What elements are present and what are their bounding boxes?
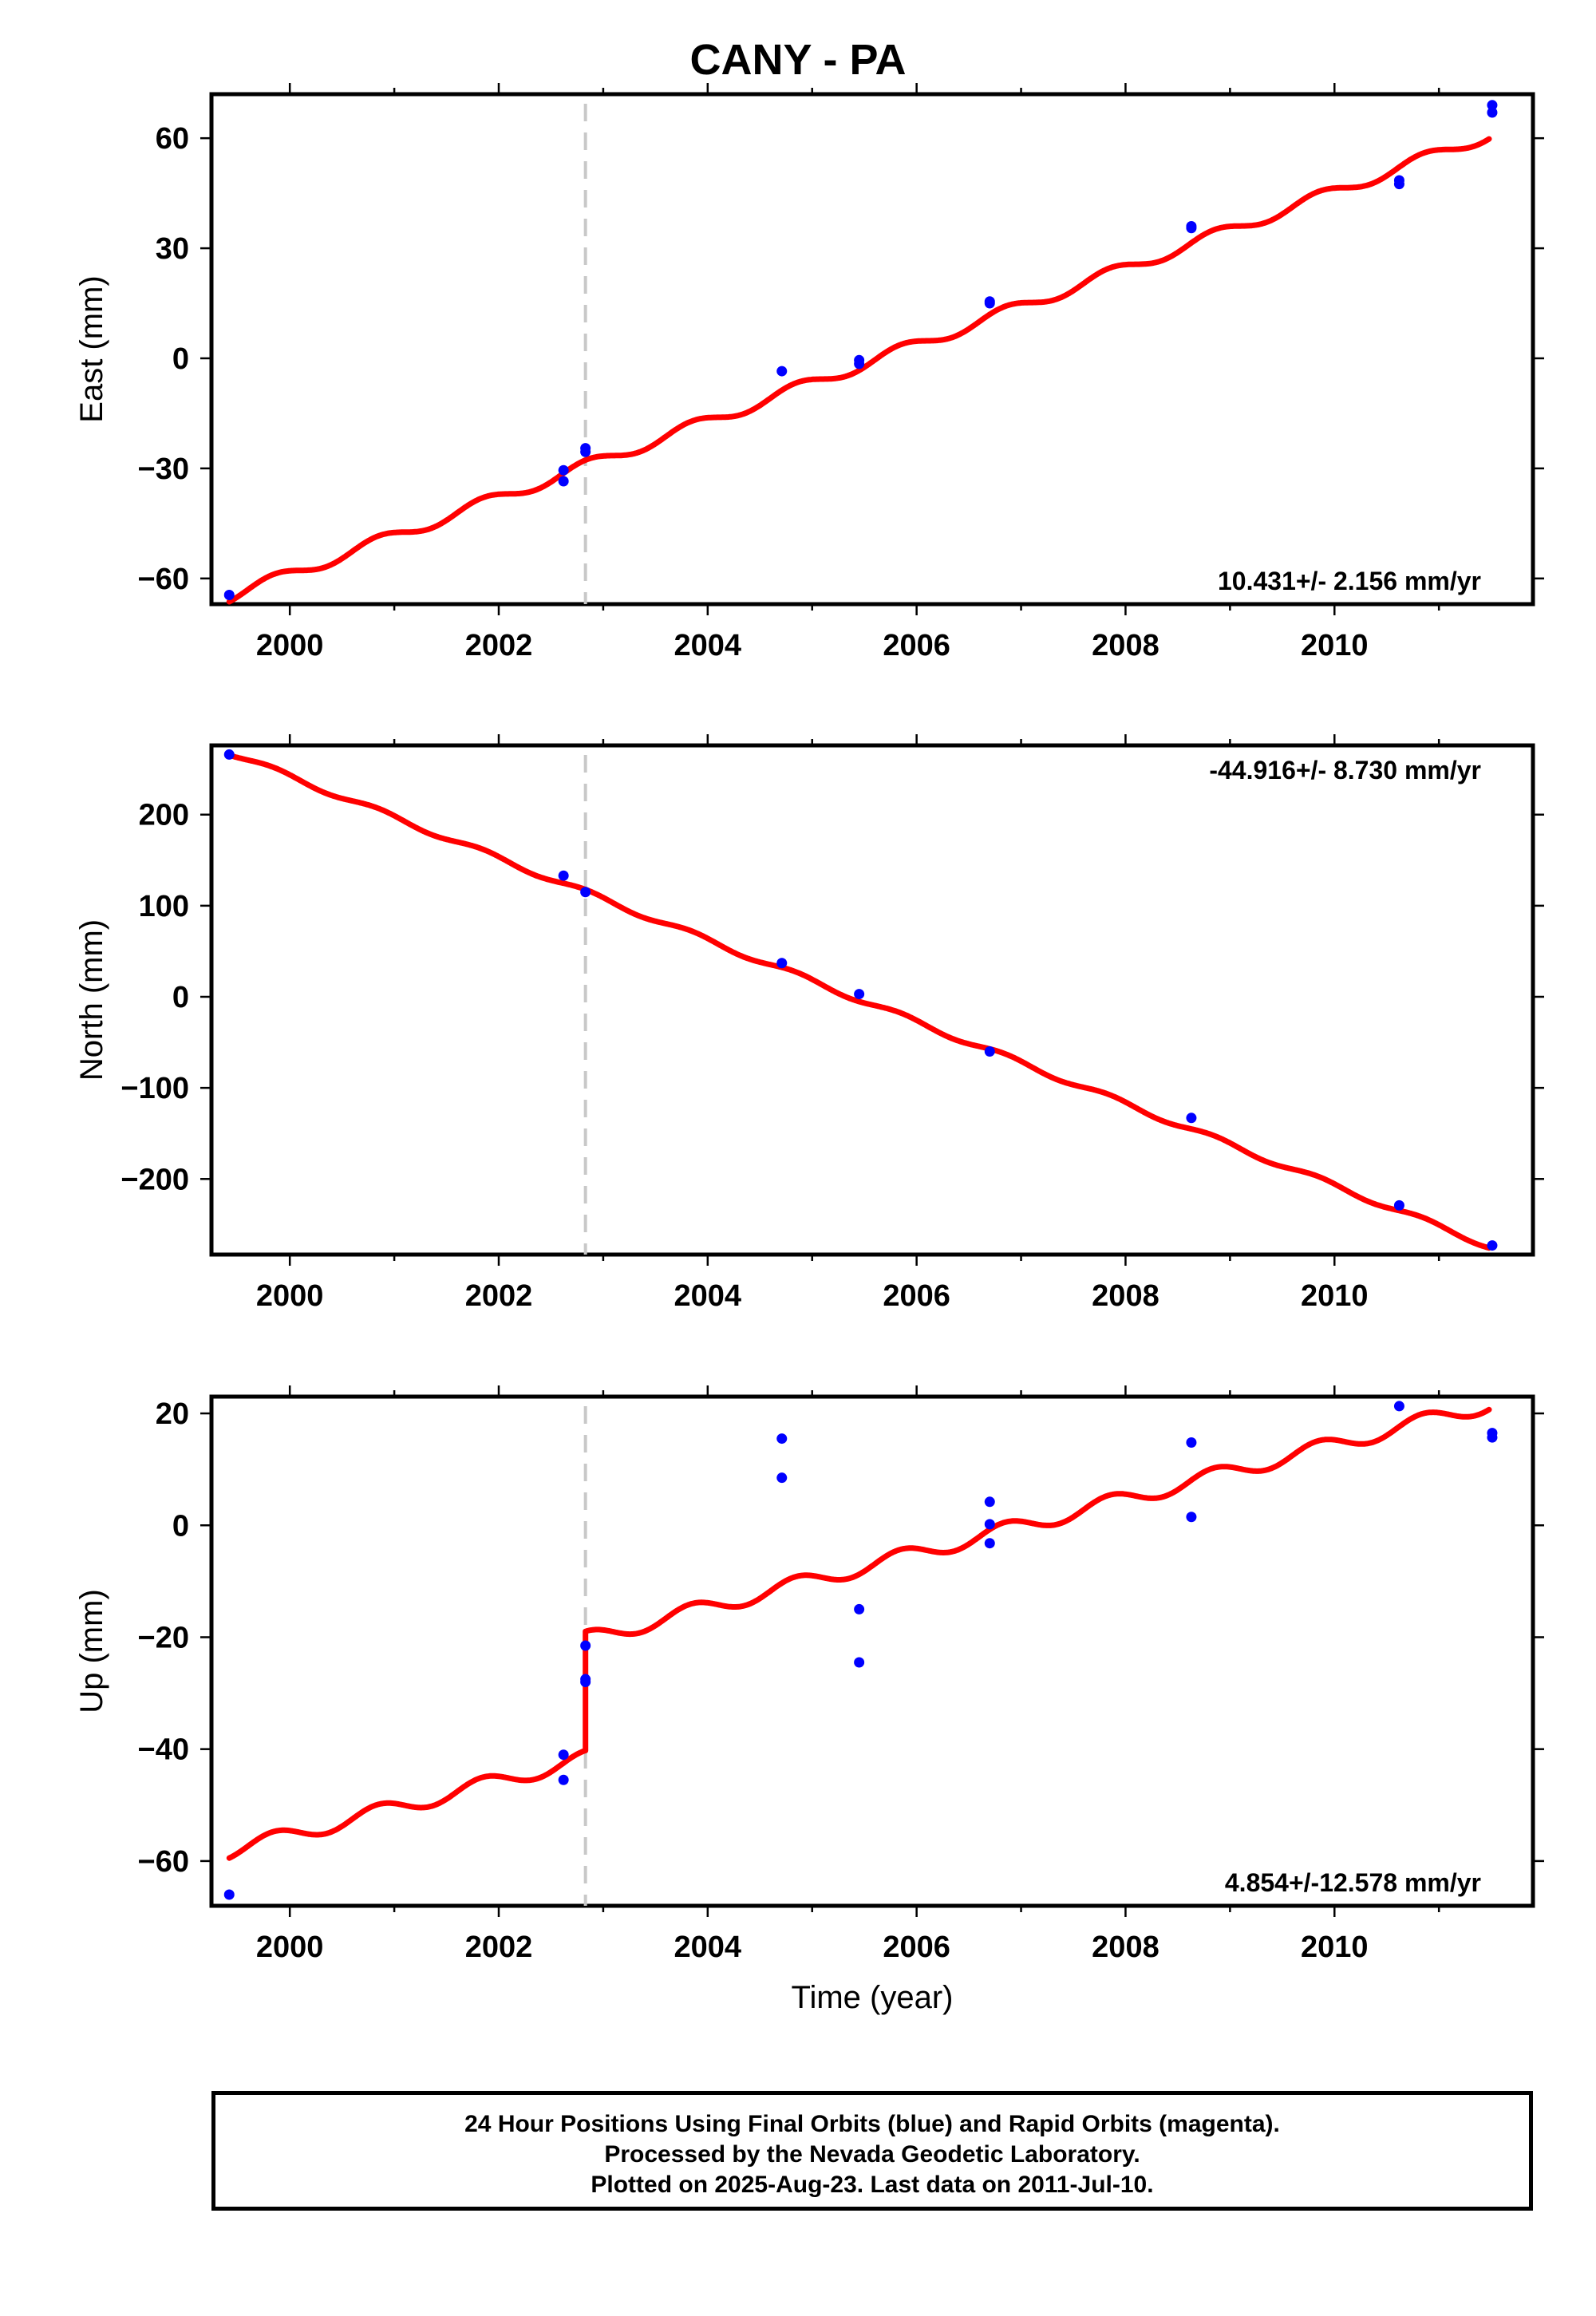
north-rate-label: -44.916+/- 8.730 mm/yr	[1209, 756, 1481, 785]
east-data-point	[558, 464, 569, 476]
up-x-tick-label: 2008	[1092, 1931, 1159, 1964]
up-x-tick-label: 2000	[256, 1931, 324, 1964]
east-y-tick-label: −60	[138, 563, 189, 596]
up-y-tick-label: −40	[138, 1733, 189, 1767]
page-title: CANY - PA	[689, 36, 907, 84]
north-x-tick-label: 2002	[465, 1279, 533, 1313]
up-data-point	[984, 1538, 995, 1549]
north-y-axis-label: North (mm)	[74, 919, 109, 1081]
north-data-point	[1487, 1240, 1498, 1251]
north-y-tick-label: 200	[139, 799, 189, 832]
north-x-tick-label: 2008	[1092, 1279, 1159, 1313]
east-y-tick-label: −30	[138, 453, 189, 486]
east-plot-frame	[209, 92, 1535, 607]
up-data-point	[580, 1640, 591, 1651]
north-y-tick-label: −200	[120, 1163, 189, 1196]
up-panel: 2000 2002 2004 2006 2008 2010 −60 −40 −20 0 20 Up (…	[74, 1385, 1544, 2015]
north-data-point	[558, 870, 569, 881]
east-y-tick-label: 0	[172, 342, 189, 376]
up-data-point	[776, 1433, 788, 1445]
footer-line-1: 24 Hour Positions Using Final Orbits (bl…	[464, 2111, 1280, 2137]
up-data-point	[1393, 1401, 1404, 1412]
up-data-point	[854, 1603, 865, 1614]
footer-line-3: Plotted on 2025-Aug-23. Last data on 201…	[591, 2172, 1154, 2198]
up-data-point	[558, 1774, 569, 1785]
footer-line-2: Processed by the Nevada Geodetic Laborat…	[604, 2141, 1140, 2168]
north-plot-frame	[209, 743, 1535, 1257]
north-model-curve	[226, 752, 1492, 1251]
east-data-point	[580, 443, 591, 454]
up-data-point	[558, 1749, 569, 1761]
footer-box: 24 Hour Positions Using Final Orbits (bl…	[211, 2091, 1533, 2211]
up-data-point	[776, 1472, 788, 1484]
up-data-point	[984, 1519, 995, 1530]
north-data-point	[854, 989, 865, 1000]
up-model-curve	[226, 1406, 1492, 1861]
up-y-tick-label: 0	[172, 1509, 189, 1543]
up-data-point	[223, 1889, 235, 1900]
east-y-tick-label: 60	[156, 122, 189, 156]
north-y-tick-label: 0	[172, 981, 189, 1014]
up-data-point	[1186, 1437, 1197, 1448]
up-x-tick-label: 2006	[883, 1931, 950, 1964]
east-data-point	[1487, 100, 1498, 111]
north-y-tick-label: −100	[120, 1072, 189, 1105]
plots: 2000 2002 2004 2006 2008 2010−60−3003060East …	[74, 83, 1544, 2015]
east-data-point	[854, 358, 865, 370]
east-y-tick-label: 30	[156, 232, 189, 266]
north-panel: 2000 2002 2004 2006 2008 2010 −200 −100 0 100 200 N…	[74, 734, 1544, 1313]
up-rate-label: 4.854+/-12.578 mm/yr	[1225, 1868, 1481, 1897]
north-x-tick-label: 2010	[1301, 1279, 1369, 1313]
up-x-axis-label: Time (year)	[792, 1980, 954, 2015]
up-data-point	[854, 1657, 865, 1668]
north-x-tick-label: 2000	[256, 1279, 324, 1313]
up-y-axis-label: Up (mm)	[74, 1589, 109, 1713]
east-x-tick-label: 2002	[465, 629, 533, 662]
up-x-tick-label: 2010	[1301, 1931, 1369, 1964]
north-data-point	[580, 887, 591, 898]
north-y-tick-label: 100	[139, 890, 189, 923]
east-rate-label: 10.431+/- 2.156 mm/yr	[1218, 567, 1481, 595]
east-data-point	[984, 298, 995, 309]
up-plot-frame	[209, 1394, 1535, 1908]
east-x-tick-label: 2008	[1092, 629, 1159, 662]
east-data-point	[776, 366, 788, 377]
up-data-point	[1186, 1512, 1197, 1523]
east-x-tick-label: 2006	[883, 629, 950, 662]
east-data-point	[1393, 179, 1404, 190]
north-data-point	[1393, 1199, 1404, 1211]
north-x-tick-label: 2004	[674, 1279, 742, 1313]
east-y-axis-label: East (mm)	[74, 275, 109, 422]
north-x-tick-label: 2006	[883, 1279, 950, 1313]
east-panel: 2000 2002 2004 2006 2008 2010 −60 −30 0 30 60 East …	[74, 83, 1544, 662]
east-x-tick-label: 2004	[674, 629, 742, 662]
east-model-curve	[226, 136, 1492, 605]
up-x-tick-label: 2004	[674, 1931, 742, 1964]
up-y-tick-label: 20	[156, 1397, 189, 1431]
east-data-point	[1186, 223, 1197, 234]
east-data-point	[558, 476, 569, 487]
east-x-tick-label: 2000	[256, 629, 324, 662]
east-data-point	[223, 590, 235, 601]
up-data-point	[580, 1677, 591, 1688]
up-data-point	[1487, 1432, 1498, 1443]
north-data-point	[776, 958, 788, 969]
up-y-tick-label: −60	[138, 1845, 189, 1879]
north-data-point	[223, 749, 235, 760]
east-data-point	[1487, 107, 1498, 118]
east-x-tick-label: 2010	[1301, 629, 1369, 662]
north-data-point	[984, 1045, 995, 1057]
up-x-tick-label: 2002	[465, 1931, 533, 1964]
up-data-point	[984, 1496, 995, 1508]
north-data-point	[1186, 1113, 1197, 1124]
up-y-tick-label: −20	[138, 1621, 189, 1654]
